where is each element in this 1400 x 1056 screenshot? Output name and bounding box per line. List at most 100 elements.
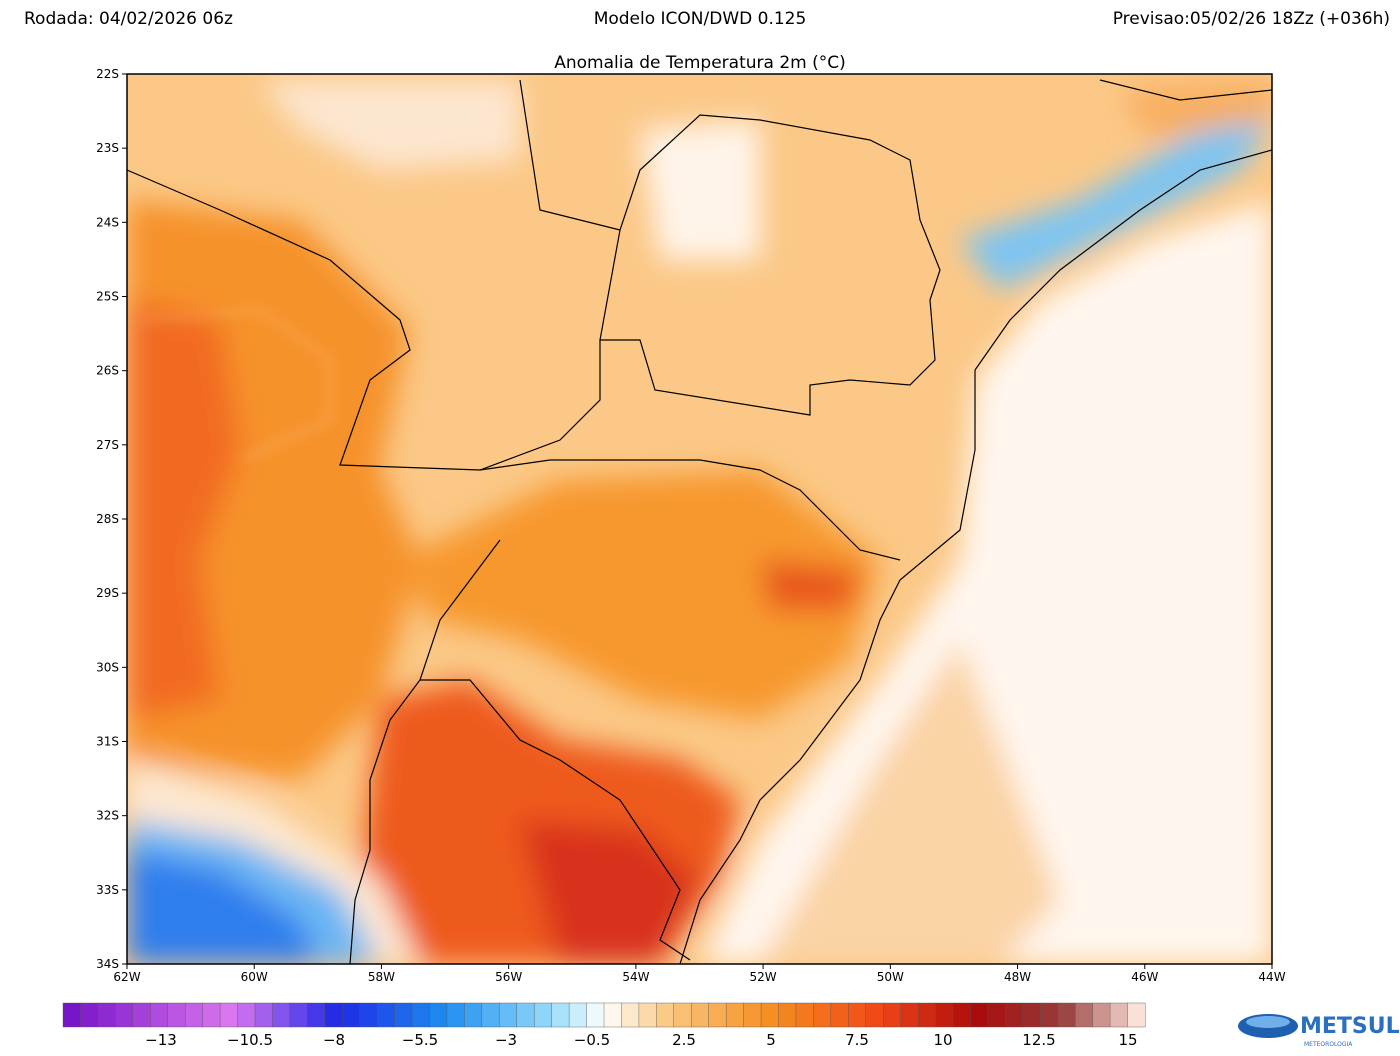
colorbar-swatch bbox=[324, 1002, 343, 1028]
colorbar-swatch bbox=[1074, 1002, 1094, 1028]
colorbar-label: −8 bbox=[323, 1031, 345, 1049]
colorbar-swatch bbox=[359, 1002, 378, 1028]
colorbar-swatch bbox=[132, 1002, 151, 1028]
colorbar-label: −0.5 bbox=[574, 1031, 610, 1049]
borders bbox=[127, 79, 1272, 964]
colorbar-swatch bbox=[586, 1002, 605, 1028]
lon-label: 62W bbox=[113, 970, 140, 984]
anomaly-field bbox=[127, 74, 1272, 964]
colorbar-swatch bbox=[813, 1002, 832, 1028]
colorbar-swatch bbox=[1057, 1002, 1076, 1028]
lon-label: 52W bbox=[750, 970, 777, 984]
lat-label: 22S bbox=[96, 67, 119, 81]
colorbar-swatch bbox=[917, 1002, 937, 1028]
colorbar-swatch bbox=[62, 1002, 81, 1028]
colorbar-swatch bbox=[935, 1002, 954, 1028]
colorbar-swatch bbox=[115, 1002, 134, 1028]
colorbar-swatch bbox=[429, 1002, 448, 1028]
colorbar-label: 10 bbox=[933, 1031, 952, 1049]
lon-label: 60W bbox=[241, 970, 268, 984]
lat-label: 34S bbox=[96, 957, 119, 971]
colorbar-swatch bbox=[1040, 1002, 1059, 1028]
colorbar-swatch bbox=[725, 1002, 745, 1028]
run-label: Rodada: 04/02/2026 06z bbox=[24, 9, 233, 29]
lon-label: 44W bbox=[1258, 970, 1285, 984]
colorbar-label: −10.5 bbox=[227, 1031, 273, 1049]
colorbar-label: 7.5 bbox=[845, 1031, 869, 1049]
lat-label: 28S bbox=[96, 512, 119, 526]
colorbar-swatch bbox=[760, 1002, 780, 1028]
map-title: Anomalia de Temperatura 2m (°C) bbox=[554, 53, 846, 73]
colorbar-swatch bbox=[848, 1002, 867, 1028]
colorbar-swatch bbox=[830, 1002, 849, 1028]
colorbar-label: 2.5 bbox=[672, 1031, 696, 1049]
logo-tagline: METEOROLOGIA bbox=[1304, 1041, 1353, 1048]
colorbar-swatch bbox=[80, 1002, 99, 1028]
colorbar-swatch bbox=[307, 1002, 326, 1028]
logo-name: METSUL bbox=[1300, 1014, 1400, 1039]
lat-label: 29S bbox=[96, 586, 119, 600]
colorbar-label: −3 bbox=[495, 1031, 517, 1049]
colorbar-swatch bbox=[603, 1002, 622, 1028]
colorbar-label: −13 bbox=[145, 1031, 177, 1049]
colorbar-swatch bbox=[568, 1002, 588, 1028]
lat-label: 25S bbox=[96, 290, 119, 304]
colorbar-swatch bbox=[394, 1002, 413, 1028]
colorbar-swatch bbox=[481, 1002, 500, 1028]
colorbar-swatch bbox=[743, 1002, 762, 1028]
colorbar-swatch bbox=[272, 1002, 291, 1028]
colorbar-swatch bbox=[987, 1002, 1006, 1028]
colorbar-swatch bbox=[184, 1002, 204, 1028]
colorbar-swatch bbox=[446, 1002, 465, 1028]
colorbar-swatch bbox=[551, 1002, 570, 1028]
colorbar-swatch bbox=[97, 1002, 116, 1028]
colorbar-label: 5 bbox=[766, 1031, 776, 1049]
lon-label: 50W bbox=[877, 970, 904, 984]
colorbar-label: 12.5 bbox=[1022, 1031, 1055, 1049]
colorbar-label: 15 bbox=[1118, 1031, 1137, 1049]
colorbar-swatch bbox=[289, 1002, 308, 1028]
colorbar-swatch bbox=[795, 1002, 814, 1028]
colorbar-swatch bbox=[1092, 1002, 1111, 1028]
colorbar-swatch bbox=[254, 1002, 273, 1028]
forecast-label: Previsao:05/02/26 18Zz (+036h) bbox=[1113, 9, 1390, 29]
lon-label: 58W bbox=[368, 970, 395, 984]
lat-label: 32S bbox=[96, 809, 119, 823]
logo-globe-highlight bbox=[1246, 1016, 1290, 1028]
colorbar-swatch bbox=[464, 1002, 483, 1028]
lat-label: 23S bbox=[96, 141, 119, 155]
colorbar-swatch bbox=[167, 1002, 186, 1028]
lon-label: 56W bbox=[495, 970, 522, 984]
colorbar-swatch bbox=[952, 1002, 971, 1028]
colorbar-swatch bbox=[411, 1002, 430, 1028]
colorbar-swatch bbox=[656, 1002, 675, 1028]
lat-label: 27S bbox=[96, 438, 119, 452]
colorbar-swatch bbox=[516, 1002, 535, 1028]
colorbar-swatch bbox=[237, 1002, 256, 1028]
colorbar-swatch bbox=[1005, 1002, 1024, 1028]
colorbar-swatch bbox=[778, 1002, 797, 1028]
colorbar-swatch bbox=[1022, 1002, 1041, 1028]
colorbar-swatch bbox=[708, 1002, 727, 1028]
colorbar-swatch bbox=[376, 1002, 396, 1028]
lon-label: 48W bbox=[1004, 970, 1031, 984]
colorbar-swatch bbox=[970, 1002, 989, 1028]
colorbar-swatch bbox=[1109, 1002, 1129, 1028]
colorbar-swatch bbox=[691, 1002, 710, 1028]
lat-label: 26S bbox=[96, 364, 119, 378]
colorbar-label: −5.5 bbox=[402, 1031, 438, 1049]
colorbar-swatch bbox=[865, 1002, 884, 1028]
colorbar-swatch bbox=[219, 1002, 239, 1028]
colorbar-swatch bbox=[621, 1002, 640, 1028]
lat-label: 30S bbox=[96, 660, 119, 674]
lon-label: 54W bbox=[622, 970, 649, 984]
colorbar-swatch bbox=[533, 1002, 553, 1028]
lat-label: 33S bbox=[96, 883, 119, 897]
colorbar-swatch bbox=[1127, 1002, 1146, 1028]
colorbar-swatch bbox=[638, 1002, 657, 1028]
colorbar-swatch bbox=[342, 1002, 361, 1028]
colorbar-swatch bbox=[673, 1002, 692, 1028]
colorbar-swatch bbox=[883, 1002, 902, 1028]
colorbar-swatch bbox=[900, 1002, 919, 1028]
